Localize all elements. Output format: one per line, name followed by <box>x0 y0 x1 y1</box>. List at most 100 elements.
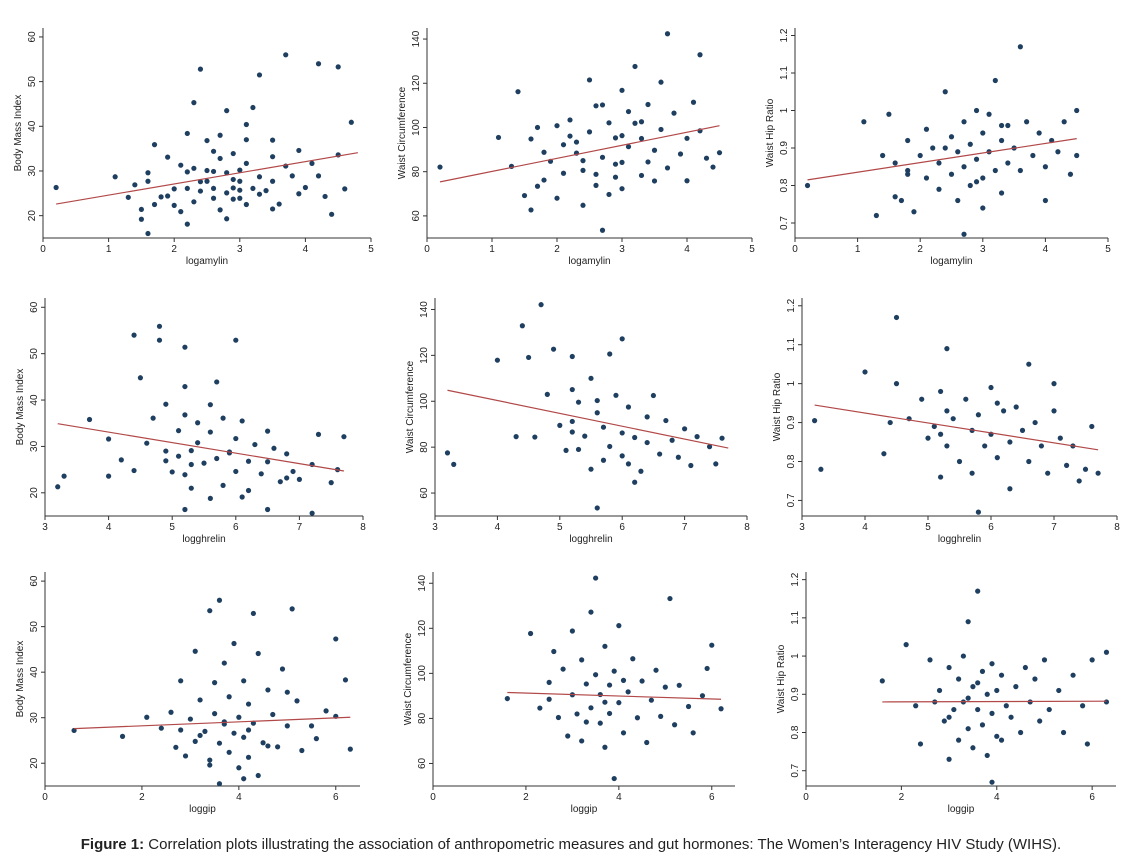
data-point <box>998 137 1005 144</box>
data-point <box>944 408 950 414</box>
data-point <box>619 186 625 192</box>
data-point <box>308 723 315 729</box>
data-point <box>919 396 925 402</box>
data-point <box>125 194 131 200</box>
x-tick-label: 8 <box>1114 522 1120 533</box>
y-tick-label: 20 <box>27 210 38 222</box>
data-point <box>1032 419 1038 426</box>
data-point <box>241 678 247 684</box>
data-point <box>950 416 956 422</box>
data-point <box>632 63 638 70</box>
data-point <box>296 476 302 482</box>
data-point <box>302 184 308 191</box>
y-tick-label: 140 <box>411 30 422 47</box>
y-tick-label: 60 <box>411 210 422 222</box>
data-point <box>903 642 909 648</box>
fit-line <box>507 691 722 700</box>
data-point <box>569 386 575 393</box>
data-point <box>569 353 575 360</box>
data-point <box>580 167 586 173</box>
scatter-panel-7: 0 2 4 6 20 30 40 50 60 loggip Body Mass Index <box>5 564 370 818</box>
data-point <box>335 64 341 70</box>
data-point <box>676 682 682 688</box>
data-point <box>61 473 67 479</box>
data-point <box>210 168 217 175</box>
data-point <box>175 453 182 459</box>
data-point <box>980 175 986 181</box>
data-point <box>178 162 184 168</box>
data-point <box>569 429 575 435</box>
data-point <box>1037 718 1043 724</box>
data-point <box>994 455 1000 461</box>
y-tick-label: 1 <box>779 107 790 113</box>
data-point <box>602 643 608 649</box>
data-point <box>171 186 177 192</box>
data-point <box>662 684 668 690</box>
data-point <box>579 657 585 663</box>
y-tick-label: 60 <box>419 487 430 499</box>
data-point <box>537 705 543 711</box>
data-point <box>812 418 818 424</box>
data-point <box>144 714 150 720</box>
data-point <box>619 159 625 165</box>
data-point <box>192 648 198 654</box>
data-point <box>986 111 992 117</box>
data-point <box>630 656 636 662</box>
x-tick-label: 1 <box>106 244 112 255</box>
data-point <box>1005 122 1011 129</box>
data-point <box>984 752 990 759</box>
data-point <box>880 152 886 159</box>
y-tick-label: 1.1 <box>786 337 797 351</box>
data-point <box>494 357 500 363</box>
data-point <box>204 137 210 144</box>
data-point <box>893 314 900 321</box>
data-point <box>634 715 641 721</box>
data-point <box>593 672 599 678</box>
data-point <box>299 747 305 754</box>
x-tick-label: 5 <box>925 522 931 533</box>
data-point <box>265 459 271 465</box>
data-point <box>239 494 245 500</box>
data-point <box>931 423 937 430</box>
data-point <box>541 177 547 183</box>
data-point <box>690 99 697 105</box>
data-point <box>169 469 175 475</box>
data-point <box>53 184 59 191</box>
y-axis-title: Body Mass Index <box>15 641 26 718</box>
data-point <box>703 155 710 161</box>
data-point <box>893 381 900 387</box>
data-point <box>263 188 269 194</box>
data-point <box>644 439 650 446</box>
scatter-panel-6: 3 4 5 6 7 8 0.7 0.8 0.9 1 1.1 1.2 logghrelin Waist Hi… <box>762 290 1127 548</box>
data-point <box>638 119 645 125</box>
x-tick-label: 6 <box>233 522 239 533</box>
data-point <box>214 455 220 462</box>
x-axis-title: logghrelin <box>938 534 981 545</box>
data-point <box>944 443 950 449</box>
scatter-panel-2: 0 1 2 3 4 5 60 80 100 120 140 logamylin Waist Circum… <box>387 20 762 270</box>
data-point <box>527 630 534 637</box>
data-point <box>283 52 289 58</box>
data-point <box>1026 361 1032 367</box>
y-tick-label: 20 <box>29 487 40 499</box>
data-point <box>210 148 217 154</box>
data-point <box>967 141 973 147</box>
x-tick-label: 0 <box>424 244 430 255</box>
data-point <box>690 730 696 736</box>
data-point <box>625 108 632 115</box>
data-point <box>245 458 252 464</box>
fit-line <box>74 716 351 730</box>
x-tick-label: 2 <box>899 792 905 803</box>
data-point <box>688 462 694 469</box>
data-point <box>546 696 552 702</box>
data-point <box>315 61 322 67</box>
data-point <box>606 191 612 198</box>
scatter-panel-4: 3 4 5 6 7 8 20 30 40 50 60 logghrelin Body Mass Inde… <box>5 290 373 548</box>
data-point <box>221 660 227 666</box>
data-point <box>657 451 663 457</box>
data-point <box>289 173 295 179</box>
x-tick-label: 7 <box>1051 522 1057 533</box>
data-point <box>265 506 271 513</box>
y-axis-title: Waist Hip Ratio <box>772 372 783 441</box>
data-point <box>861 119 867 125</box>
